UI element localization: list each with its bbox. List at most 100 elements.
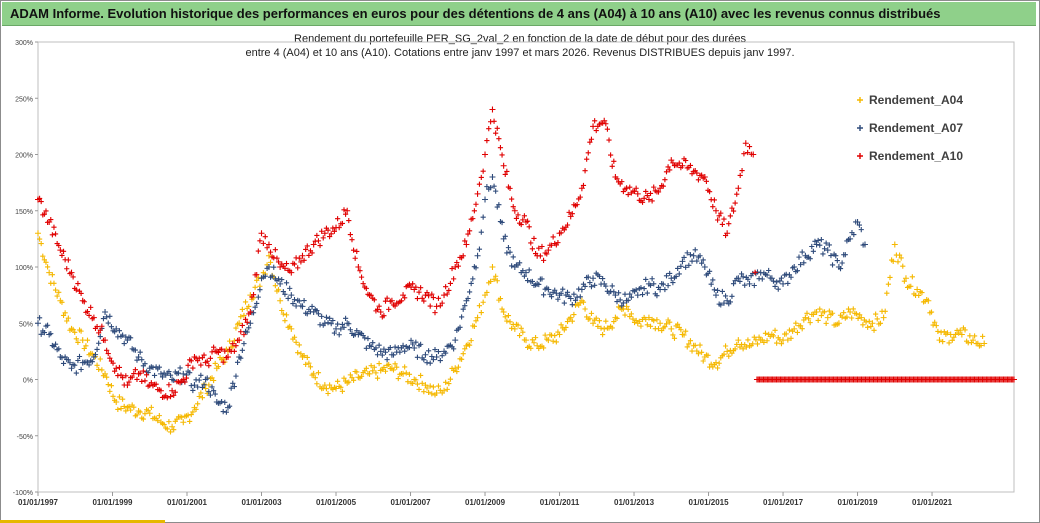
data-point-marker xyxy=(798,323,804,329)
data-point-marker xyxy=(121,403,127,410)
data-point-marker xyxy=(198,390,204,396)
data-point-marker xyxy=(478,309,484,316)
data-point-marker xyxy=(314,232,320,239)
data-point-marker xyxy=(84,337,91,343)
data-point-marker xyxy=(788,335,794,341)
data-point-marker xyxy=(112,368,118,374)
data-point-marker xyxy=(689,258,695,264)
data-point-marker xyxy=(146,410,153,417)
data-point-marker xyxy=(156,413,162,419)
data-point-marker xyxy=(204,375,210,381)
data-point-marker xyxy=(255,294,261,300)
data-point-marker xyxy=(374,352,381,358)
data-point-marker xyxy=(422,292,429,299)
data-point-marker xyxy=(701,264,708,270)
data-point-marker xyxy=(812,238,818,244)
data-point-marker xyxy=(764,272,770,278)
data-point-marker xyxy=(199,395,206,401)
legend-marker xyxy=(857,97,863,103)
data-point-marker xyxy=(933,323,939,329)
data-point-marker xyxy=(142,361,148,367)
data-point-marker xyxy=(566,209,572,215)
data-point-marker xyxy=(683,328,689,334)
data-point-marker xyxy=(577,194,583,200)
data-point-marker xyxy=(78,290,84,297)
data-point-marker xyxy=(156,387,162,393)
data-point-marker xyxy=(257,238,263,244)
data-point-marker xyxy=(511,207,518,214)
data-point-marker xyxy=(255,275,261,281)
data-point-marker xyxy=(699,349,705,355)
data-point-marker xyxy=(493,273,499,279)
data-point-marker xyxy=(342,211,349,217)
data-point-marker xyxy=(338,326,344,332)
data-point-marker xyxy=(333,325,340,332)
data-point-marker xyxy=(552,332,558,339)
data-point-marker xyxy=(708,281,714,287)
data-point-marker xyxy=(722,343,729,349)
data-point-marker xyxy=(60,360,67,367)
data-point-marker xyxy=(509,263,515,269)
data-point-marker xyxy=(433,303,440,310)
data-point-marker xyxy=(234,359,241,365)
data-point-marker xyxy=(51,224,57,230)
data-point-marker xyxy=(561,300,567,306)
data-point-marker xyxy=(622,291,628,297)
data-point-marker xyxy=(611,158,617,164)
data-point-marker xyxy=(732,346,738,352)
data-point-marker xyxy=(212,391,218,397)
data-point-marker xyxy=(242,299,249,305)
data-point-marker xyxy=(786,327,793,333)
data-point-marker xyxy=(439,300,445,306)
data-point-marker xyxy=(651,318,657,324)
data-point-marker xyxy=(410,281,416,287)
data-point-marker xyxy=(354,248,360,254)
data-point-marker xyxy=(83,343,89,349)
data-point-marker xyxy=(817,306,823,312)
data-point-marker xyxy=(99,323,105,329)
data-point-marker xyxy=(414,381,421,387)
data-point-marker xyxy=(578,185,585,192)
data-point-marker xyxy=(452,264,459,270)
data-point-marker xyxy=(267,249,274,255)
data-point-marker xyxy=(265,241,272,248)
data-point-marker xyxy=(422,382,429,389)
data-point-marker xyxy=(824,247,831,254)
data-point-marker xyxy=(465,231,471,237)
data-point-marker xyxy=(323,386,330,392)
data-point-marker xyxy=(301,257,307,263)
data-point-marker xyxy=(88,304,94,310)
data-point-marker xyxy=(392,361,398,367)
data-point-marker xyxy=(638,323,644,329)
data-point-marker xyxy=(100,316,107,322)
data-point-marker xyxy=(287,268,293,274)
data-point-marker xyxy=(471,208,477,214)
data-point-marker xyxy=(211,388,217,394)
data-point-marker xyxy=(215,349,222,356)
data-point-marker xyxy=(633,317,639,324)
data-point-marker xyxy=(711,287,717,293)
data-point-marker xyxy=(660,281,666,287)
data-point-marker xyxy=(171,392,177,398)
data-point-marker xyxy=(721,351,727,357)
data-point-marker xyxy=(975,340,981,346)
data-point-marker xyxy=(714,217,721,223)
data-point-marker xyxy=(460,306,466,312)
data-point-marker xyxy=(126,403,132,410)
data-point-marker xyxy=(491,118,497,124)
data-point-marker xyxy=(558,290,564,296)
data-point-marker xyxy=(614,176,620,182)
data-point-marker xyxy=(283,312,290,318)
data-point-marker xyxy=(264,245,270,251)
data-point-marker xyxy=(97,356,103,362)
data-point-marker xyxy=(794,329,801,336)
data-point-marker xyxy=(402,364,408,370)
data-point-marker xyxy=(188,383,194,389)
data-point-marker xyxy=(478,174,484,181)
data-point-marker xyxy=(40,253,46,259)
data-point-marker xyxy=(381,364,387,371)
data-point-marker xyxy=(868,323,874,330)
data-point-marker xyxy=(384,357,390,363)
data-point-marker xyxy=(742,282,748,288)
data-point-marker xyxy=(140,416,146,422)
